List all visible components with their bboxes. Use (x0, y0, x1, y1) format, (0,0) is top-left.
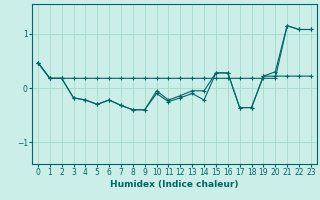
X-axis label: Humidex (Indice chaleur): Humidex (Indice chaleur) (110, 180, 239, 189)
